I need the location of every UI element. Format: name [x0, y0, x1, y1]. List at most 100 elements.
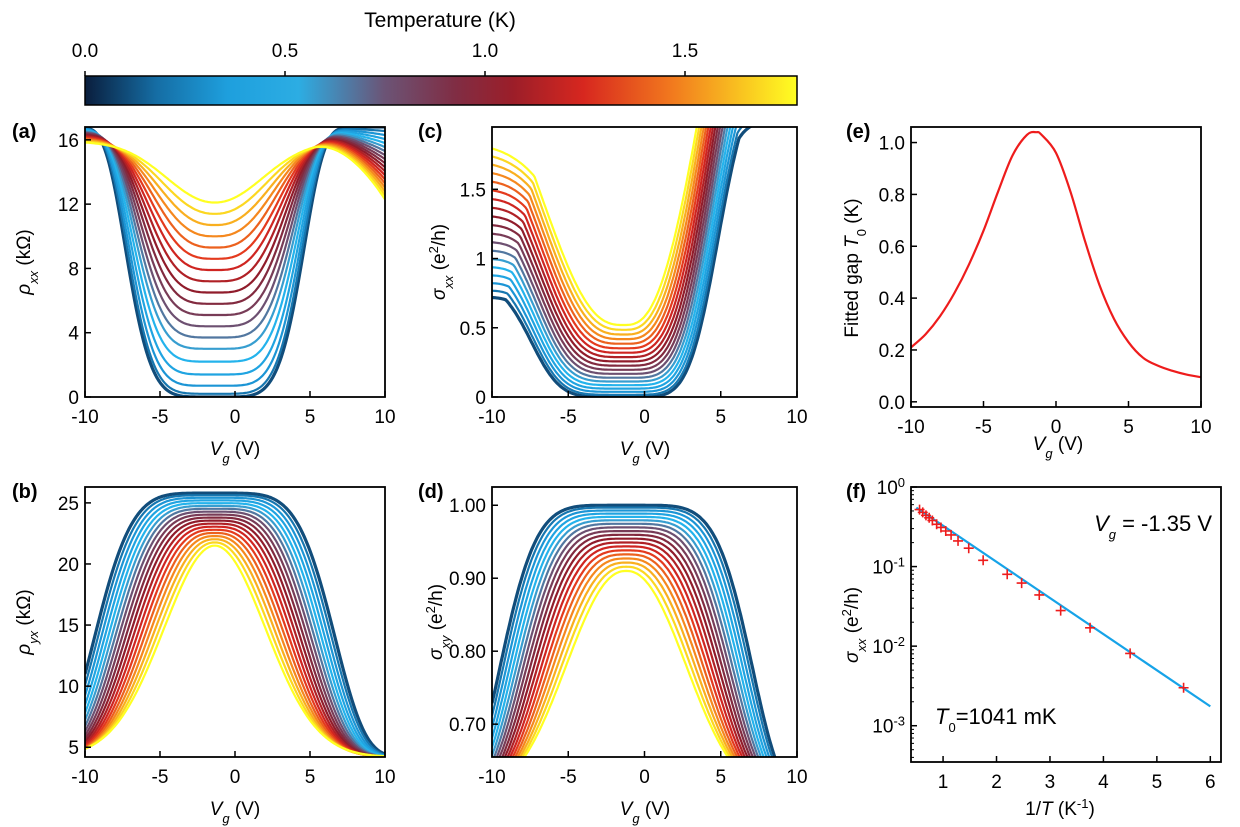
data-curve: [492, 127, 724, 375]
axes-frame: [84, 126, 386, 398]
data-curve: [492, 506, 774, 757]
x-tick-label: 0: [230, 407, 241, 428]
y-tick-label: 16: [58, 131, 79, 152]
x-tick-label: -10: [71, 407, 98, 428]
axes-frame: [491, 126, 798, 398]
y-tick-label: 0.6: [879, 237, 905, 258]
x-tick-label: 10: [786, 407, 807, 428]
axes-frame: [491, 486, 798, 758]
data-curve: [492, 127, 732, 387]
data-curve: [523, 569, 730, 757]
plot-area: [492, 127, 753, 397]
x-tick-label: 0: [230, 767, 241, 788]
y-tick-label: 0.80: [449, 642, 486, 663]
panel-c: (c) -10 -5 0 5 10 0 0.5 1 1.5 Vg (V) σxx (e2/h): [418, 121, 808, 466]
data-curve: [518, 561, 734, 757]
plot-area: [492, 503, 777, 757]
x-tick-label: 5: [305, 407, 316, 428]
data-curve: [492, 522, 760, 757]
x-axis-label: Vg (V): [210, 439, 261, 466]
data-curve: [85, 528, 385, 757]
panel-b-letter: (b): [12, 481, 38, 503]
plot-area: [914, 504, 1211, 708]
data-curve: [492, 127, 735, 390]
data-curve: [85, 139, 385, 227]
data-point: [1085, 622, 1096, 633]
data-curve: [495, 526, 757, 757]
x-tick-label: 3: [1045, 772, 1056, 793]
data-curve: [492, 127, 753, 397]
data-curve: [85, 135, 385, 272]
panel-a-letter: (a): [12, 121, 36, 143]
y-axis-label: σxx (e2/h): [839, 587, 869, 663]
colorbar-tick-label: 1.0: [472, 41, 498, 62]
y-tick-label: 0.4: [879, 289, 906, 310]
y-tick-label: 1.00: [449, 496, 486, 517]
colorbar-tick-label: 1.5: [672, 41, 698, 62]
x-tick-label: 5: [305, 767, 316, 788]
data-curve: [506, 541, 746, 757]
data-curve: [492, 127, 710, 350]
y-tick-label: 0.5: [460, 319, 486, 340]
y-tick-label: 20: [58, 555, 79, 576]
data-curve: [501, 533, 752, 757]
data-curve: [85, 494, 385, 756]
data-curve: [511, 549, 741, 757]
data-curve: [85, 516, 385, 757]
data-curve: [521, 565, 732, 757]
data-curve: [492, 127, 719, 367]
data-point: [1055, 605, 1066, 616]
x-tick-label: 5: [715, 407, 726, 428]
panel-f: (f) 1 2 3 4 5 6 10-3 10-2 10-1 100 Vg = -1.35 V T0=…: [839, 475, 1222, 820]
plot-area: [85, 491, 385, 757]
y-tick-label: 10: [58, 677, 79, 698]
axes-frame: [84, 486, 386, 758]
y-tick-label: 5: [68, 738, 79, 759]
panel-b-plot: -10 -5 0 5 10 5 10 15 20 25 Vg (V) ρyx (kΩ): [14, 486, 396, 826]
data-curve: [85, 504, 385, 757]
y-tick-label: 0.8: [879, 185, 905, 206]
x-tick-label: -10: [71, 767, 98, 788]
x-tick-label: -5: [560, 407, 577, 428]
data-curve: [85, 140, 385, 215]
colorbar-title: Temperature (K): [364, 9, 516, 32]
data-curve: [508, 545, 744, 757]
data-curve: [85, 522, 385, 757]
y-tick-label: 8: [68, 259, 79, 280]
data-curve: [492, 127, 705, 341]
data-curve: [492, 127, 708, 345]
data-point: [1002, 569, 1013, 580]
x-axis-label: Vg (V): [620, 439, 671, 466]
panel-c-plot: -10 -5 0 5 10 0 0.5 1 1.5 Vg (V) σxx (e2/h): [426, 126, 808, 466]
x-tick-label: 4: [1098, 772, 1109, 793]
data-point: [963, 543, 974, 554]
x-tick-label: 10: [374, 767, 395, 788]
y-tick-label: 10-3: [872, 713, 905, 738]
y-axis-label: σxx (e2/h): [426, 224, 456, 300]
colorbar-gradient: [84, 75, 798, 106]
data-curve: [492, 509, 771, 757]
data-curve: [492, 127, 722, 371]
x-tick-label: 5: [1123, 417, 1134, 438]
data-curve: [85, 531, 385, 757]
data-curve: [85, 507, 385, 757]
x-tick-label: 10: [374, 407, 395, 428]
data-curve: [492, 127, 698, 327]
data-point: [940, 525, 951, 536]
panel-e-letter: (e): [846, 121, 870, 143]
annotation-vg: Vg = -1.35 V: [1094, 511, 1212, 542]
data-curve: [85, 496, 385, 757]
panel-c-letter: (c): [418, 121, 442, 143]
data-curve: [492, 127, 703, 336]
x-tick-label: 0: [639, 767, 650, 788]
data-curve: [85, 513, 385, 757]
data-curve: [492, 519, 763, 757]
data-curve: [492, 127, 712, 354]
data-curve: [85, 499, 385, 757]
data-curve: [85, 141, 385, 204]
data-curve: [85, 133, 385, 305]
annotation-t0: T0=1041 mK: [935, 704, 1057, 735]
data-curve: [85, 138, 385, 238]
y-tick-label: 12: [58, 195, 79, 216]
